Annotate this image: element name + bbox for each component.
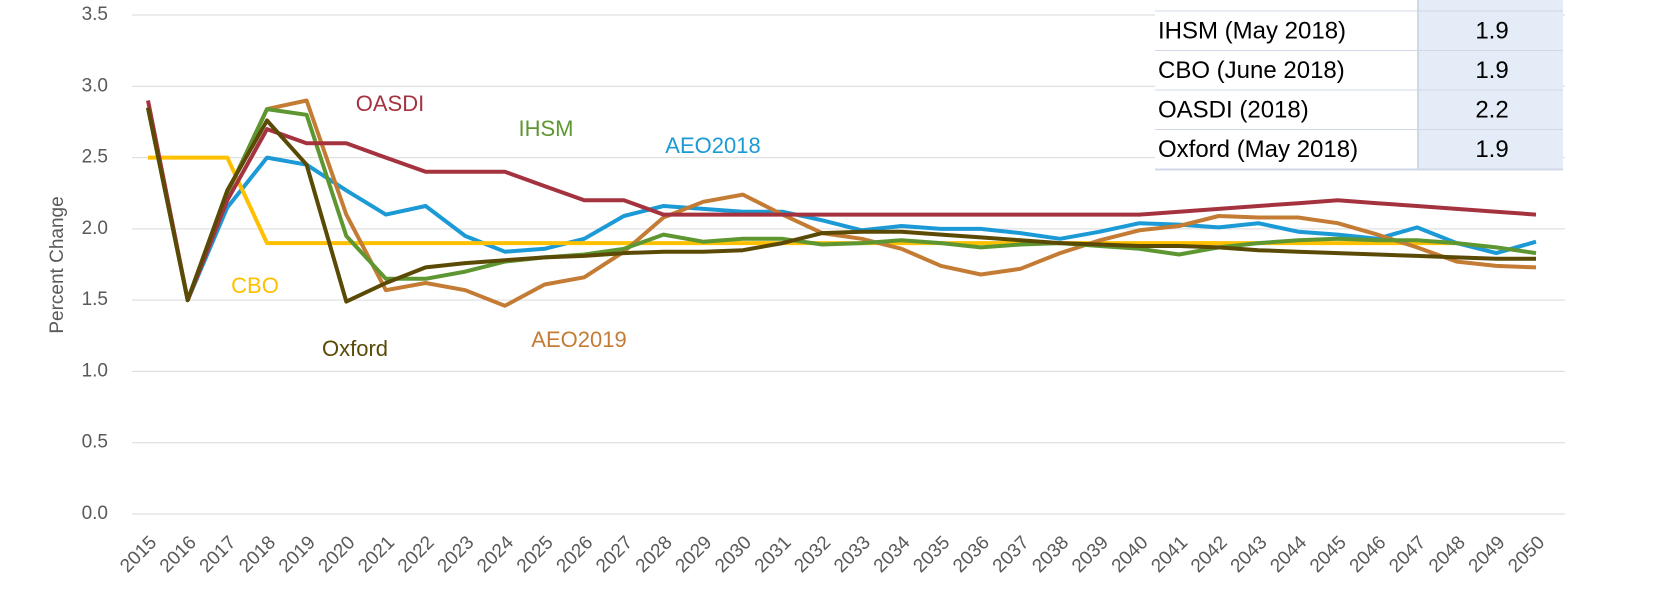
x-tick-label: 2045: [1306, 532, 1351, 577]
x-tick-label: 2043: [1227, 532, 1272, 577]
x-tick-label: 2031: [751, 532, 796, 577]
table-row: [1155, 51, 1418, 91]
series-label: CBO: [231, 273, 279, 298]
x-tick-label: 2035: [909, 532, 954, 577]
table-label: CBO (June 2018): [1158, 57, 1345, 84]
y-axis-label: Percent Change: [47, 196, 68, 333]
table-cell: [1418, 11, 1563, 51]
series-label: AEO2018: [665, 133, 760, 158]
series-line: [146, 107, 1537, 303]
y-tick-label: 0.0: [82, 503, 108, 524]
x-tick-label: 2023: [434, 532, 479, 577]
x-tick-label: 2039: [1068, 532, 1113, 577]
x-tick-label: 2030: [711, 532, 756, 577]
series-line: [146, 107, 1537, 303]
x-tick-label: 2017: [196, 532, 241, 577]
x-tick-label: 2034: [870, 532, 915, 577]
table-label: Oxford (May 2018): [1158, 136, 1358, 163]
table-cell: [1418, 90, 1563, 130]
x-tick-label: 2025: [513, 532, 558, 577]
x-tick-label: 2048: [1425, 532, 1470, 577]
table-label: IHSM (May 2018): [1158, 18, 1346, 45]
x-tick-label: 2024: [473, 532, 518, 577]
x-tick-label: 2021: [354, 532, 399, 577]
table-value: 2.0: [1475, 0, 1508, 5]
y-tick-label: 2.5: [82, 147, 108, 168]
y-tick-label: 1.5: [82, 289, 108, 310]
x-tick-label: 2019: [275, 532, 320, 577]
series-label: Oxford: [322, 336, 388, 361]
series-line: [146, 107, 1536, 304]
table-row: [1155, 130, 1418, 170]
x-tick-label: 2015: [116, 532, 161, 577]
x-tick-label: 2018: [235, 532, 280, 577]
table-cell: [1418, 51, 1563, 91]
x-tick-label: 2016: [156, 532, 201, 577]
y-tick-label: 3.5: [82, 4, 108, 25]
table-value: 2.2: [1475, 97, 1508, 124]
x-tick-label: 2046: [1346, 532, 1391, 577]
x-tick-label: 2020: [315, 532, 360, 577]
series-label: OASDI: [356, 91, 424, 116]
x-tick-label: 2049: [1465, 532, 1510, 577]
y-tick-label: 2.0: [82, 218, 108, 239]
table-row: [1155, 90, 1418, 130]
table-value: 1.9: [1475, 136, 1508, 163]
x-tick-label: 2041: [1147, 532, 1192, 577]
table-label: AEO 2019: [1158, 0, 1269, 5]
series-label: AEO2019: [531, 327, 626, 352]
table-value: 1.9: [1475, 57, 1508, 84]
x-tick-label: 2047: [1385, 532, 1430, 577]
series-label: IHSM: [519, 116, 574, 141]
y-tick-label: 3.0: [82, 75, 108, 96]
x-tick-label: 2040: [1108, 532, 1153, 577]
x-tick-label: 2033: [830, 532, 875, 577]
series-line: [146, 100, 1537, 303]
table-value: 1.9: [1475, 18, 1508, 45]
x-tick-label: 2038: [1028, 532, 1073, 577]
table-row: [1155, 0, 1418, 12]
x-tick-label: 2042: [1187, 532, 1232, 577]
x-tick-label: 2022: [394, 532, 439, 577]
table-row: [1155, 11, 1418, 51]
y-tick-label: 1.0: [82, 360, 108, 381]
table-cell: [1418, 130, 1563, 170]
table-label: OASDI (2018): [1158, 97, 1309, 124]
x-tick-label: 2027: [592, 532, 637, 577]
y-tick-label: 0.5: [82, 432, 108, 453]
x-tick-label: 2032: [791, 532, 836, 577]
x-tick-label: 2026: [553, 532, 598, 577]
x-tick-label: 2029: [672, 532, 717, 577]
x-tick-label: 2037: [989, 532, 1034, 577]
x-tick-label: 2036: [949, 532, 994, 577]
x-tick-label: 2044: [1266, 532, 1311, 577]
series-line: [146, 98, 1537, 308]
x-tick-label: 2050: [1504, 532, 1549, 577]
table-cell: [1418, 0, 1563, 12]
x-tick-label: 2028: [632, 532, 677, 577]
